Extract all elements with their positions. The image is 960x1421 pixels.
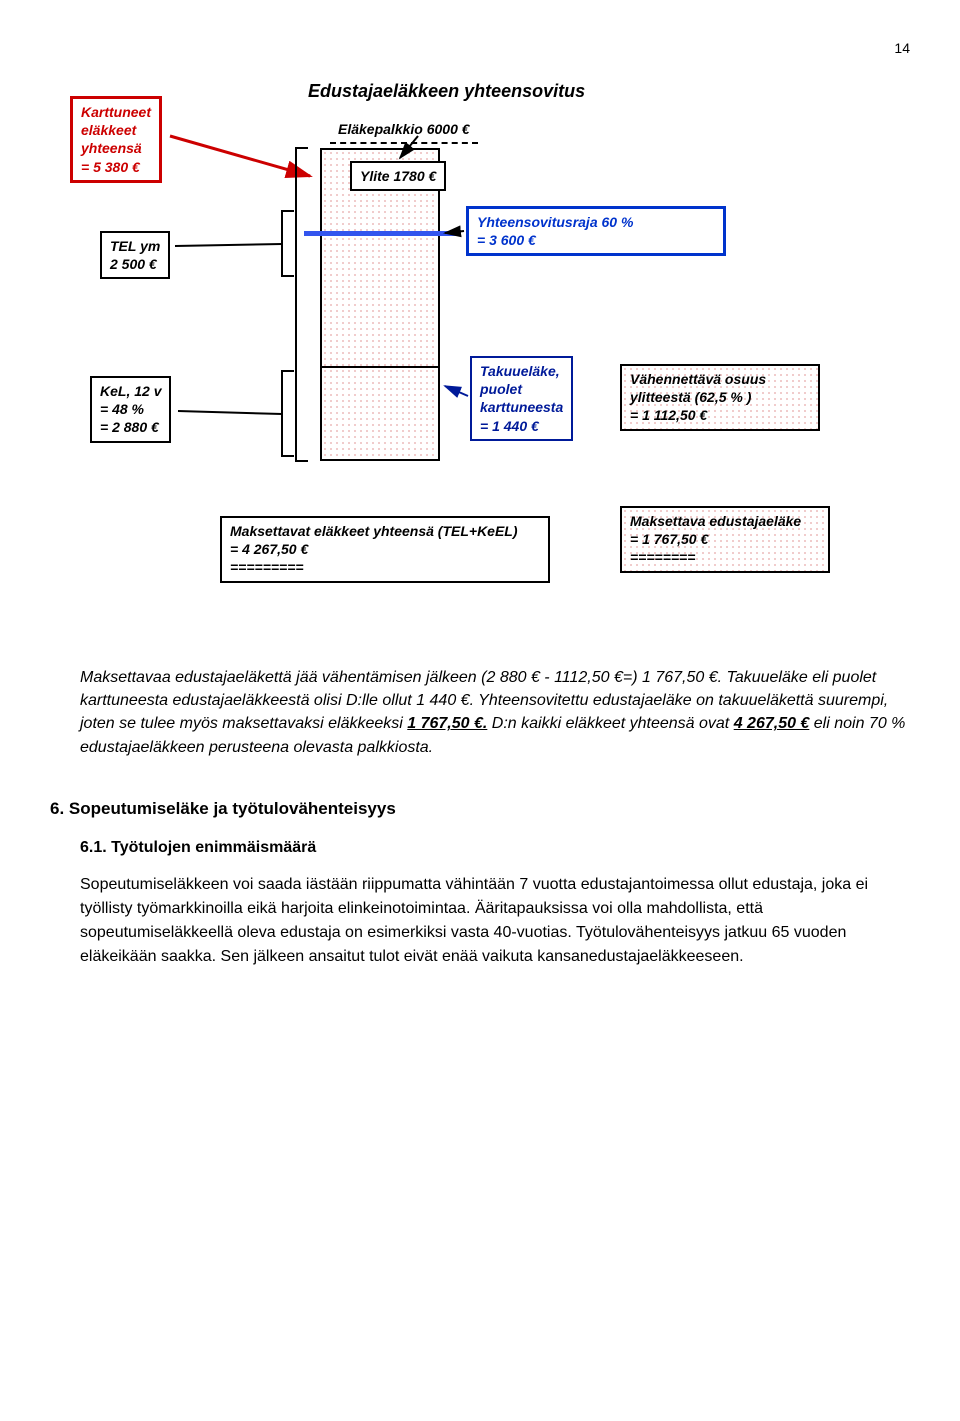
column-mid2 [320, 236, 440, 366]
kel-l3: = 2 880 € [100, 419, 159, 435]
tel-l1: TEL ym [110, 238, 160, 254]
takuu-l1: Takuueläke, [480, 363, 560, 379]
palkkio-label: Eläkepalkkio 6000 € [330, 116, 478, 144]
column-mid1 [320, 203, 440, 231]
calc-mid: D:n kaikki eläkkeet yhteensä ovat [487, 715, 733, 732]
vahenn-l2: ylitteestä (62,5 % ) [630, 389, 751, 405]
tel-box: TEL ym 2 500 € [100, 231, 170, 279]
calc-paragraph: Maksettavaa edustajaeläkettä jää vähentä… [80, 666, 910, 759]
maksettava-ed-box: Maksettava edustajaeläke = 1 767,50 € ==… [620, 506, 830, 573]
column-bottom [320, 366, 440, 461]
section-6-heading: 6. Sopeutumiseläke ja työtulovähenteisyy… [50, 799, 910, 819]
karttuneet-l1: Karttuneet [81, 104, 151, 120]
section-6-1-heading: 6.1. Työtulojen enimmäismäärä [80, 839, 910, 857]
maksettavat-l2: = 4 267,50 € [230, 541, 308, 557]
kel-l2: = 48 % [100, 401, 144, 417]
karttuneet-l4: = 5 380 € [81, 159, 140, 175]
maksettavat-l1: Maksettavat eläkkeet yhteensä (TEL+KeEL) [230, 523, 518, 539]
takuu-l2: puolet [480, 381, 522, 397]
raja-line1: Yhteensovitusraja 60 % [477, 214, 633, 230]
body-paragraph: Sopeutumiseläkkeen voi saada iästään rii… [80, 873, 910, 969]
karttuneet-l2: eläkkeet [81, 122, 136, 138]
vahenn-l3: = 1 112,50 € [630, 407, 707, 423]
kel-box: KeL, 12 v = 48 % = 2 880 € [90, 376, 171, 443]
maksettavat-l3: ========= [230, 559, 304, 575]
kel-l1: KeL, 12 v [100, 383, 161, 399]
calc-u1: 1 767,50 €. [407, 715, 487, 732]
page-number: 14 [50, 40, 910, 56]
takuu-l3: karttuneesta [480, 399, 563, 415]
diagram-title: Edustajaeläkkeen yhteensovitus [300, 76, 593, 107]
vahenn-box: Vähennettävä osuus ylitteestä (62,5 % ) … [620, 364, 820, 431]
karttuneet-l3: yhteensä [81, 140, 142, 156]
maks-ed-l2: = 1 767,50 € [630, 531, 708, 547]
takuu-l4: = 1 440 € [480, 418, 539, 434]
vahenn-l1: Vähennettävä osuus [630, 371, 766, 387]
ylite-label: Ylite 1780 € [350, 161, 446, 191]
calc-u2: 4 267,50 € [734, 715, 810, 732]
raja-box: Yhteensovitusraja 60 % = 3 600 € [466, 206, 726, 256]
takuu-box: Takuueläke, puolet karttuneesta = 1 440 … [470, 356, 573, 441]
maks-ed-l1: Maksettava edustajaeläke [630, 513, 801, 529]
maksettavat-box: Maksettavat eläkkeet yhteensä (TEL+KeEL)… [220, 516, 550, 583]
pension-diagram: Edustajaeläkkeen yhteensovitus Eläkepalk… [50, 76, 910, 636]
karttuneet-box: Karttuneet eläkkeet yhteensä = 5 380 € [70, 96, 162, 183]
raja-line2: = 3 600 € [477, 232, 536, 248]
maks-ed-l3: ======== [630, 549, 695, 565]
tel-l2: 2 500 € [110, 256, 157, 272]
